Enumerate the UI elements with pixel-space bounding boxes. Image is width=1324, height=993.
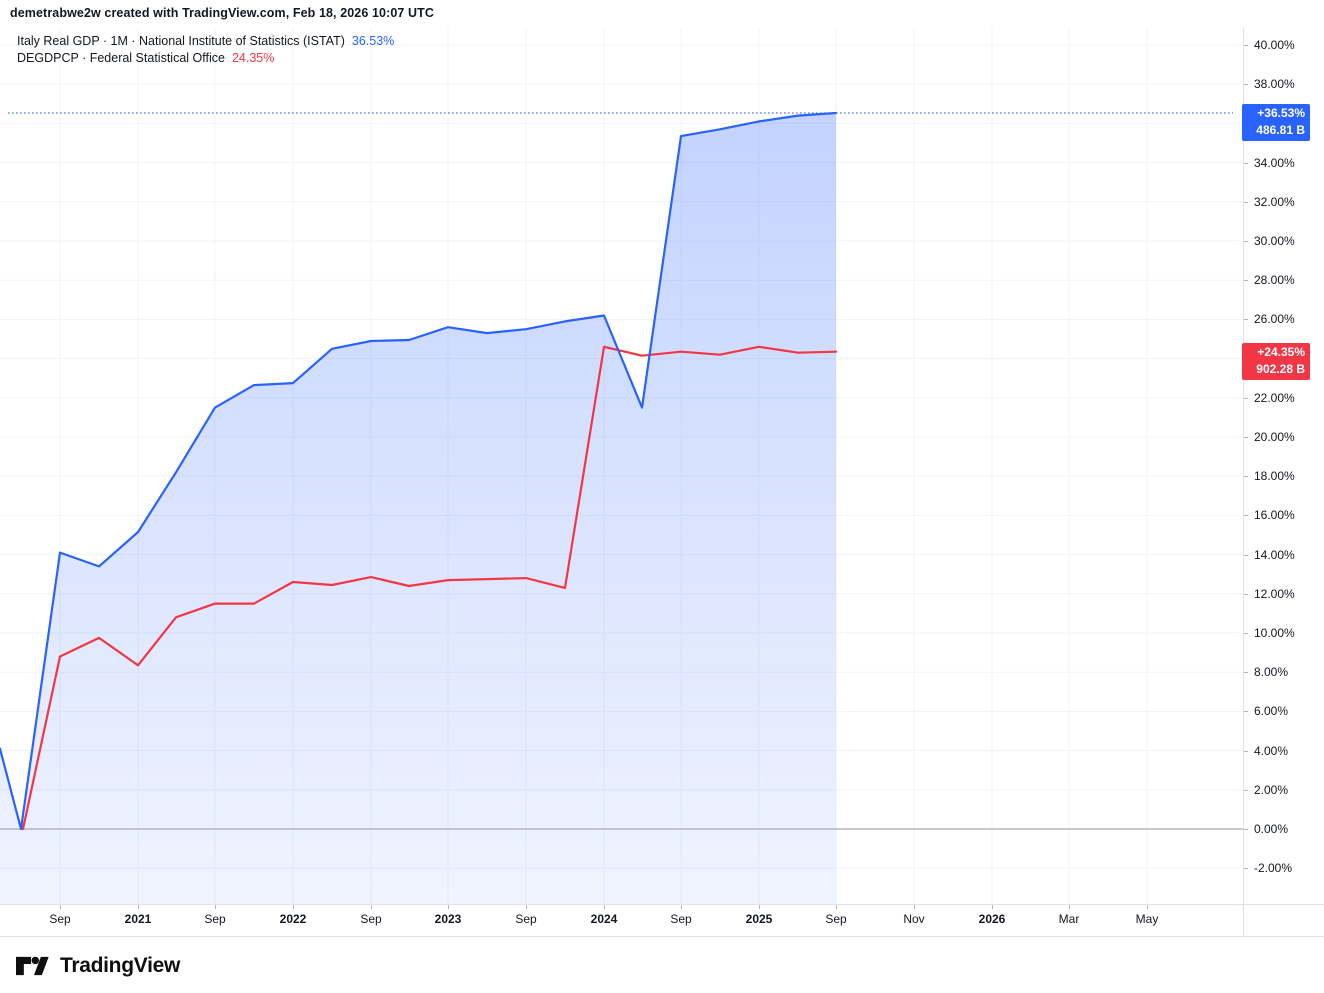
price-axis-tick xyxy=(1244,672,1248,674)
price-axis-tick xyxy=(1244,515,1248,517)
badge-line: +24.35% xyxy=(1257,344,1305,359)
price-axis-tick xyxy=(1244,750,1248,752)
price-axis-label: 4.00% xyxy=(1254,743,1289,758)
price-axis-label: 34.00% xyxy=(1254,155,1295,170)
price-axis-label: 38.00% xyxy=(1254,77,1295,92)
time-axis-tick xyxy=(526,905,527,909)
legend-value: 36.53% xyxy=(351,34,395,48)
price-axis-tick xyxy=(1244,280,1248,282)
price-axis-label: 0.00% xyxy=(1254,822,1289,836)
price-axis-label: 26.00% xyxy=(1254,312,1295,327)
time-axis-label: Sep xyxy=(360,912,382,926)
time-axis-tick xyxy=(836,905,837,909)
price-axis-label: 12.00% xyxy=(1254,586,1295,601)
series-line-degdpcp xyxy=(21,345,838,831)
time-axis-label: Sep xyxy=(825,912,847,926)
legend-value: 24.35% xyxy=(231,51,275,65)
tradingview-logo-text[interactable]: TradingView xyxy=(60,954,181,977)
time-axis-tick xyxy=(604,905,605,909)
last-value-badge-red: +24.35% 902.28 B xyxy=(1242,342,1310,380)
price-axis-tick xyxy=(1244,476,1248,478)
time-axis-tick xyxy=(681,905,682,909)
price-axis-label: 14.00% xyxy=(1254,547,1295,562)
legend-row-1[interactable]: DEGDPCP · Federal Statistical Office 24.3… xyxy=(17,50,394,67)
price-axis-tick xyxy=(1244,633,1248,634)
tradingview-logo-mark[interactable] xyxy=(16,952,50,980)
time-axis-tick xyxy=(293,905,294,909)
price-axis-label: 6.00% xyxy=(1254,704,1289,719)
axis-corner-divider xyxy=(1243,905,1244,937)
price-axis-label: 18.00% xyxy=(1254,469,1295,484)
legend-label: Italy Real GDP · 1M · National Institute… xyxy=(17,34,345,48)
last-value-badge-blue: +36.53% 486.81 B xyxy=(1242,104,1310,141)
price-axis-label: 22.00% xyxy=(1254,390,1295,405)
legend-label: DEGDPCP · Federal Statistical Office xyxy=(17,51,225,65)
footer: TradingView xyxy=(16,946,180,986)
price-axis-tick xyxy=(1244,201,1248,203)
time-axis[interactable]: Sep 2021 Sep 2022 Sep 2023 Sep 2024 Sep 2025 Sep No… xyxy=(0,904,1324,937)
time-axis-tick xyxy=(1069,905,1070,909)
time-axis-label: Mar xyxy=(1058,912,1080,926)
series-line-italy-real-gdp xyxy=(0,111,838,831)
tradingview-icon xyxy=(16,956,49,976)
price-axis-tick xyxy=(1244,711,1248,713)
price-axis-tick xyxy=(1244,829,1248,830)
price-axis-label: 28.00% xyxy=(1254,273,1295,288)
time-axis-label: 2026 xyxy=(978,912,1006,926)
time-axis-label: May xyxy=(1135,912,1159,926)
price-axis-tick xyxy=(1244,554,1248,556)
time-axis-tick xyxy=(60,905,61,909)
badge-line: 902.28 B xyxy=(1256,361,1305,376)
time-axis-tick xyxy=(914,905,915,909)
time-axis-tick xyxy=(759,905,760,909)
time-axis-tick xyxy=(138,905,139,909)
time-axis-label: Nov xyxy=(903,912,925,926)
price-axis-tick xyxy=(1244,241,1248,242)
time-axis-tick xyxy=(1147,905,1148,909)
time-axis-tick xyxy=(992,905,993,909)
price-axis-label: 40.00% xyxy=(1254,38,1295,52)
area-fill xyxy=(0,113,836,904)
time-axis-label: Sep xyxy=(49,912,71,926)
price-axis-label: 2.00% xyxy=(1254,782,1289,797)
price-axis-tick xyxy=(1244,84,1248,86)
price-axis-tick xyxy=(1244,162,1248,164)
price-axis-tick xyxy=(1244,397,1248,399)
badge-line: +36.53% xyxy=(1257,106,1305,120)
time-axis-tick xyxy=(448,905,449,909)
time-axis-label: 2021 xyxy=(124,912,152,926)
price-axis-tick xyxy=(1244,45,1248,46)
price-axis-label: 20.00% xyxy=(1254,430,1295,444)
price-axis-tick xyxy=(1244,868,1248,870)
price-axis-label: 32.00% xyxy=(1254,194,1295,209)
price-axis-tick xyxy=(1244,789,1248,791)
chart-canvas[interactable]: Italy Real GDP · 1M · National Institute… xyxy=(0,28,1243,904)
price-axis-label: 30.00% xyxy=(1254,234,1295,248)
price-axis-tick xyxy=(1244,437,1248,438)
price-axis-label: 10.00% xyxy=(1254,626,1295,640)
price-axis[interactable]: 40.00% 38.00% 34.00% 32.00% 30.00% 28.00% 26.0… xyxy=(1242,28,1324,904)
price-axis-tick xyxy=(1244,593,1248,595)
price-axis-label: 8.00% xyxy=(1254,665,1289,680)
time-axis-label: 2023 xyxy=(434,912,462,926)
time-axis-label: 2024 xyxy=(590,912,618,926)
time-axis-tick xyxy=(371,905,372,909)
time-axis-label: Sep xyxy=(670,912,692,926)
time-axis-tick xyxy=(215,905,216,909)
time-axis-label: Sep xyxy=(204,912,226,926)
price-axis-tick xyxy=(1244,319,1248,321)
chart-plot-svg xyxy=(0,28,1243,904)
price-axis-label: -2.00% xyxy=(1254,861,1293,876)
time-axis-label: 2025 xyxy=(745,912,773,926)
price-axis-label: 16.00% xyxy=(1254,508,1295,523)
time-axis-label: 2022 xyxy=(279,912,307,926)
attribution-text: demetrabwe2w created with TradingView.co… xyxy=(10,6,435,20)
legend-row-0[interactable]: Italy Real GDP · 1M · National Institute… xyxy=(17,33,394,50)
chart-legend: Italy Real GDP · 1M · National Institute… xyxy=(17,33,394,67)
badge-line: 486.81 B xyxy=(1256,123,1305,137)
time-axis-label: Sep xyxy=(515,912,537,926)
